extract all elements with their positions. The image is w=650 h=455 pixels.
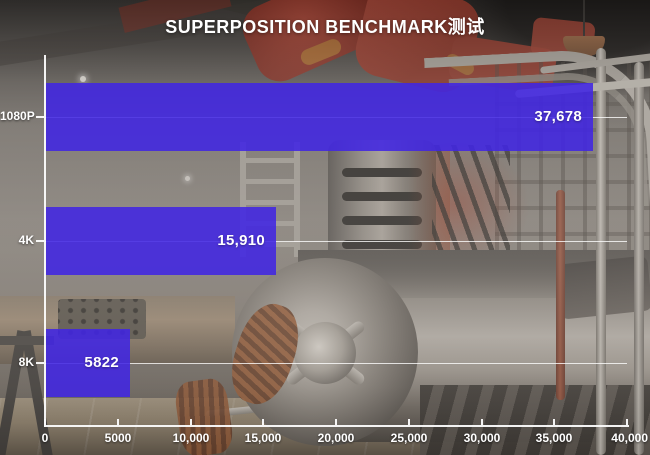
x-tick-mark (44, 419, 46, 425)
light-dot (185, 176, 190, 181)
x-tick-mark (116, 419, 119, 425)
value-label-1080p: 37,678 (534, 108, 582, 125)
category-label-8k: 8K (18, 355, 34, 369)
category-tick-8k (36, 362, 44, 364)
tank-cap-hub (294, 322, 356, 384)
metal-tank-fins (420, 385, 650, 455)
x-tick-label: 0 (41, 431, 49, 445)
x-tick-mark (626, 419, 628, 425)
metal-stand-bar (0, 336, 54, 345)
x-tick-label: 35,000 (535, 431, 573, 445)
lamp-wire (583, 0, 585, 40)
chart-title: SUPERPOSITION BENCHMARK测试 (165, 17, 485, 37)
vent-slot (342, 216, 422, 225)
vent-slot (342, 168, 422, 177)
category-centerline-4k (45, 241, 627, 242)
x-tick-mark (407, 419, 410, 425)
category-centerline-8k (45, 363, 627, 364)
category-label-4k: 4K (18, 233, 34, 247)
x-axis-line (44, 425, 629, 427)
category-tick-4k (36, 240, 44, 242)
x-tick-mark (189, 419, 192, 425)
x-tick-label: 10,000 (172, 431, 210, 445)
x-tick-mark (553, 419, 556, 425)
bar-1080p (46, 83, 593, 151)
scaffold-pipe (596, 48, 606, 455)
x-tick-label: 25,000 (390, 431, 428, 445)
vent-slot (342, 192, 422, 201)
category-label-1080p: 1080P (0, 109, 35, 123)
vent-slot (342, 240, 422, 249)
x-tick-mark (480, 419, 483, 425)
x-tick-mark (262, 419, 265, 425)
value-label-4k: 15,910 (217, 232, 265, 249)
x-tick-label: 40,000 (611, 431, 648, 445)
light-dot (80, 76, 86, 82)
bar-8k (46, 329, 130, 397)
x-tick-label: 20,000 (317, 431, 355, 445)
category-tick-1080p (36, 116, 44, 118)
x-tick-label: 15,000 (244, 431, 282, 445)
bar-4k (46, 207, 276, 275)
red-pipe (556, 190, 565, 400)
x-tick-mark (335, 419, 337, 425)
scaffold-pipe (634, 62, 644, 455)
hanging-lamp (563, 36, 605, 56)
x-tick-label: 5000 (104, 431, 132, 445)
value-label-8k: 5822 (84, 354, 119, 371)
x-tick-label: 30,000 (463, 431, 501, 445)
